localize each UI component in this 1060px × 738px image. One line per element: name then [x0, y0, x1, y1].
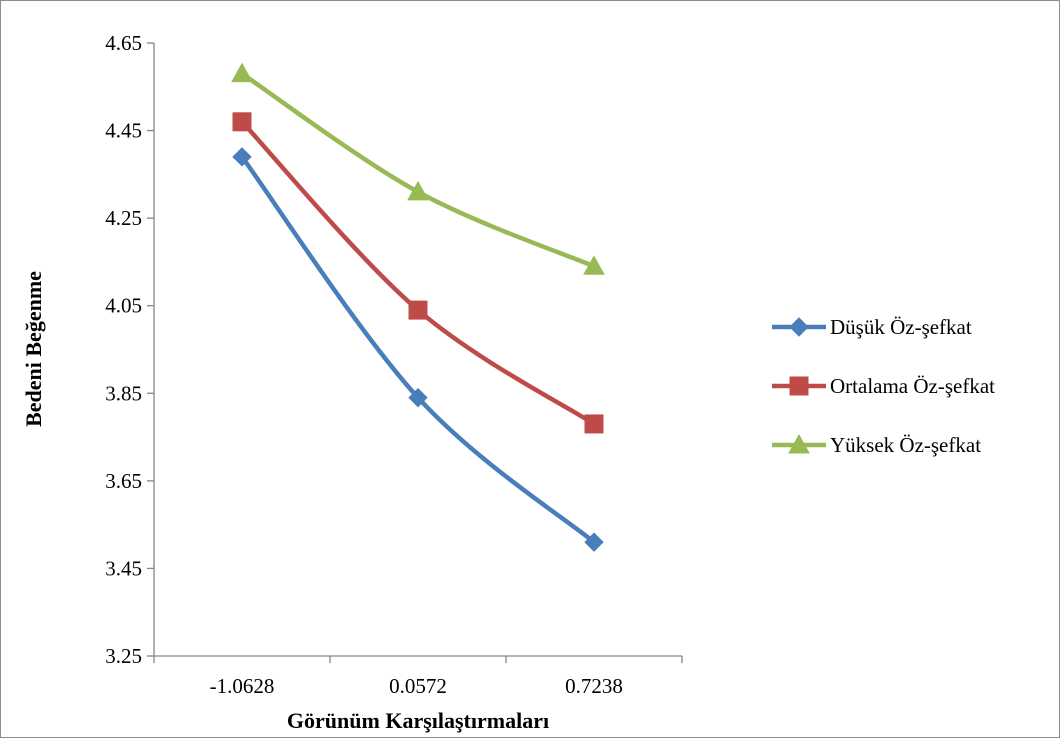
legend-label: Düşük Öz-şefkat — [830, 315, 972, 339]
series-line — [239, 154, 597, 545]
legend-marker — [788, 433, 810, 454]
x-tick-label: 0.7238 — [565, 674, 623, 698]
y-tick-label: 4.05 — [105, 294, 142, 318]
x-axis-title: Görünüm Karşılaştırmaları — [287, 708, 549, 733]
legend-entry: Yüksek Öz-şefkat — [772, 433, 981, 457]
data-point — [584, 532, 604, 552]
series-layer — [231, 62, 605, 552]
legend: Düşük Öz-şefkat Ortalama Öz-şefkat Yüksek … — [772, 315, 995, 457]
y-tick-label: 3.85 — [105, 381, 142, 405]
series-2 — [232, 112, 604, 434]
series-line — [239, 119, 597, 427]
series-1 — [232, 147, 604, 552]
legend-entry: Düşük Öz-şefkat — [772, 315, 972, 339]
legend-label: Yüksek Öz-şefkat — [830, 433, 981, 457]
x-tick-label: 0.0572 — [389, 674, 447, 698]
y-tick-label: 3.45 — [105, 556, 142, 580]
axes: 3.25 3.45 3.65 3.85 4.05 4.25 4.45 4.65 -1.0628 0… — [105, 31, 683, 698]
y-tick-label: 4.25 — [105, 206, 142, 230]
y-tick-label: 3.65 — [105, 469, 142, 493]
data-point — [408, 387, 428, 408]
y-tick-label: 3.25 — [105, 644, 142, 668]
y-axis-title: Bedeni Beğenme — [21, 271, 46, 427]
data-point — [231, 62, 253, 83]
data-point — [232, 112, 252, 132]
data-point — [232, 147, 252, 167]
data-point — [583, 255, 605, 275]
series-line — [239, 71, 597, 269]
data-point — [408, 300, 428, 320]
series-3 — [231, 62, 605, 275]
data-point — [407, 180, 429, 201]
legend-marker — [789, 317, 809, 337]
x-tick-label: -1.0628 — [210, 674, 275, 698]
legend-label: Ortalama Öz-şefkat — [830, 374, 995, 398]
data-point — [584, 414, 604, 434]
legend-marker — [789, 376, 809, 396]
y-tick-label: 4.45 — [105, 119, 142, 143]
legend-entry: Ortalama Öz-şefkat — [772, 374, 995, 398]
y-tick-label: 4.65 — [105, 31, 142, 55]
